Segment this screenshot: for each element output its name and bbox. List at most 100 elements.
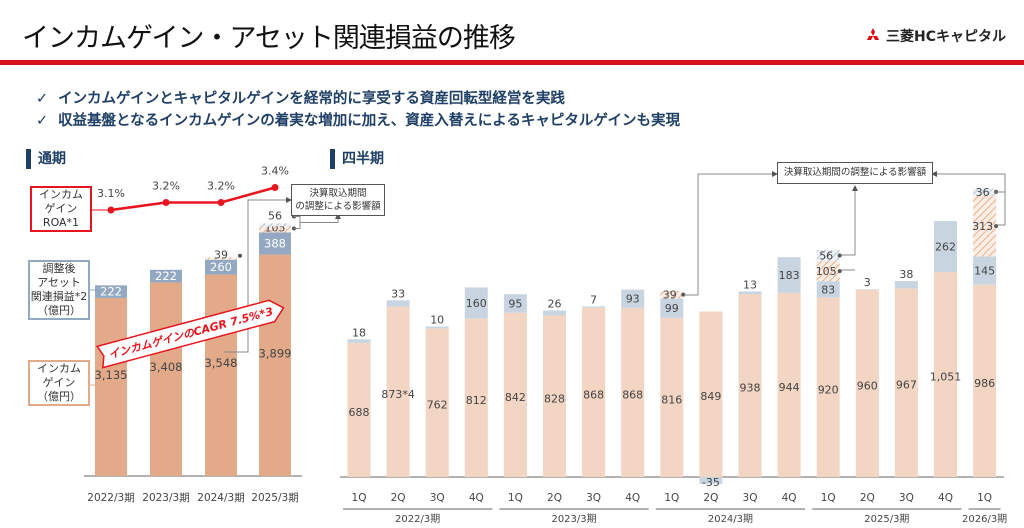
x-group-label: 2025/3期 xyxy=(864,513,909,525)
bar-income xyxy=(934,272,957,477)
bar-label-adjustment: 313 xyxy=(972,220,993,233)
bar-label-income: 3,899 xyxy=(259,346,292,360)
bar-income xyxy=(95,297,127,476)
roa-point xyxy=(217,199,225,206)
bar-label-adjusted: 262 xyxy=(935,241,956,254)
bar-label-income: 688 xyxy=(349,406,370,419)
bar-label-income: 986 xyxy=(974,377,995,390)
legend-line: アセット xyxy=(37,276,81,289)
three-diamonds-icon xyxy=(867,28,879,40)
legend-line: ゲイン xyxy=(44,202,78,215)
cagr-label: インカムゲインのCAGR 7.5%*3 xyxy=(107,305,275,362)
bar-label-adjusted: 145 xyxy=(974,265,995,278)
bar-adjusted xyxy=(347,339,371,343)
bar-label-income: 812 xyxy=(466,394,487,407)
bar-income xyxy=(582,307,606,477)
bar-income xyxy=(855,289,879,477)
bar-adjustment-income xyxy=(205,257,237,260)
x-tick-label: 4Q xyxy=(938,492,953,504)
bar-adjusted xyxy=(543,310,566,316)
bar-label-adjusted: 33 xyxy=(391,287,405,300)
bar-income xyxy=(150,282,182,476)
legend-line: インカム xyxy=(39,188,83,201)
legend-line: 関連損益*2 xyxy=(30,290,88,303)
x-tick-label: 4Q xyxy=(625,492,640,504)
bar-adjusted xyxy=(150,269,182,283)
callout-annual: 決算取込期間 の調整による影響額 xyxy=(291,184,385,216)
x-tick-label: 3Q xyxy=(430,492,445,504)
cagr-arrow xyxy=(95,299,285,369)
bar-income xyxy=(425,328,449,477)
bar-label-income: 960 xyxy=(857,379,878,392)
x-tick-label: 1Q xyxy=(977,492,992,504)
bar-label-adjusted: 3 xyxy=(864,276,871,289)
bar-label-income: 920 xyxy=(818,383,839,396)
roa-line xyxy=(110,186,276,212)
bar-adjusted xyxy=(95,285,127,298)
x-tick-label: 1Q xyxy=(352,492,367,504)
x-tick-label: 2Q xyxy=(547,492,562,504)
roa-point xyxy=(271,184,279,191)
callout-connector xyxy=(684,171,778,296)
bar-label-adjusted: 26 xyxy=(548,297,562,310)
bar-label-income: 944 xyxy=(779,381,800,394)
bar-income xyxy=(259,254,291,476)
bar-label-income: 3,408 xyxy=(150,360,183,374)
x-tick-label: 2022/3期 xyxy=(87,492,134,504)
bar-label-adjusted: 222 xyxy=(155,269,177,283)
x-group-label: 2023/3期 xyxy=(551,513,596,525)
x-group-label: 2024/3期 xyxy=(708,513,753,525)
bar-label-adjusted: 83 xyxy=(821,284,835,297)
bar-income xyxy=(973,284,997,477)
callout-dot xyxy=(837,253,842,258)
bar-label-income: 868 xyxy=(622,388,643,401)
bar-adjusted xyxy=(205,259,237,275)
bar-adjusted xyxy=(386,300,410,307)
x-group-label: 2022/3期 xyxy=(395,513,440,525)
bar-adjusted xyxy=(738,291,762,295)
bar-adjusted xyxy=(503,294,527,313)
bar-label-income: 967 xyxy=(896,379,917,392)
bar-income xyxy=(503,312,527,477)
callout-dot xyxy=(681,292,686,297)
roa-point xyxy=(162,199,170,206)
summary-bullets: ✓ インカムゲインとキャピタルゲインを経常的に享受する資産回転型経営を実践 ✓ 収益… xyxy=(36,88,680,132)
bar-label-adjustment: 39 xyxy=(214,249,228,262)
legend-roa: インカム ゲイン ROA*1 xyxy=(30,186,92,232)
bar-label-income: 828 xyxy=(544,392,565,405)
legend-line: インカム xyxy=(37,362,81,375)
x-tick-label: 3Q xyxy=(743,492,758,504)
bar-label-adjusted: 388 xyxy=(264,237,286,251)
bar-label-adjusted: 38 xyxy=(899,268,913,281)
bar-adjusted xyxy=(777,257,801,293)
callout-connector xyxy=(300,213,341,223)
bar-adjusted xyxy=(259,232,291,255)
x-tick-label: 4Q xyxy=(469,492,484,504)
callout-connector xyxy=(294,215,301,229)
bar-label-adjusted: 183 xyxy=(779,269,800,282)
bar-adjustment-asset xyxy=(973,188,997,196)
x-tick-label: 2Q xyxy=(391,492,406,504)
roa-label: 3.4% xyxy=(261,165,289,178)
check-icon: ✓ xyxy=(36,91,49,107)
bar-adjusted xyxy=(699,477,723,484)
bar-income xyxy=(816,297,840,477)
bar-label-income: 873*4 xyxy=(381,388,415,401)
bar-label-income: 816 xyxy=(661,393,682,406)
bar-adjusted xyxy=(816,281,840,298)
bar-label-income: 938 xyxy=(740,382,761,395)
legend-income: インカム ゲイン （億円） xyxy=(28,360,90,406)
bar-label-income: 3,135 xyxy=(95,368,128,382)
bar-income xyxy=(347,342,371,477)
bar-adjusted xyxy=(464,287,488,319)
bar-income xyxy=(543,315,566,477)
logo-text: 三菱HCキャピタル xyxy=(886,29,1006,45)
bar-label-income: 762 xyxy=(427,399,448,412)
x-tick-label: 3Q xyxy=(586,492,601,504)
bar-label-adjusted: 18 xyxy=(352,326,366,339)
callout-dot xyxy=(238,253,242,258)
x-tick-label: 2023/3期 xyxy=(142,492,189,504)
bar-adjusted xyxy=(621,289,645,308)
bar-adjusted xyxy=(934,220,957,273)
